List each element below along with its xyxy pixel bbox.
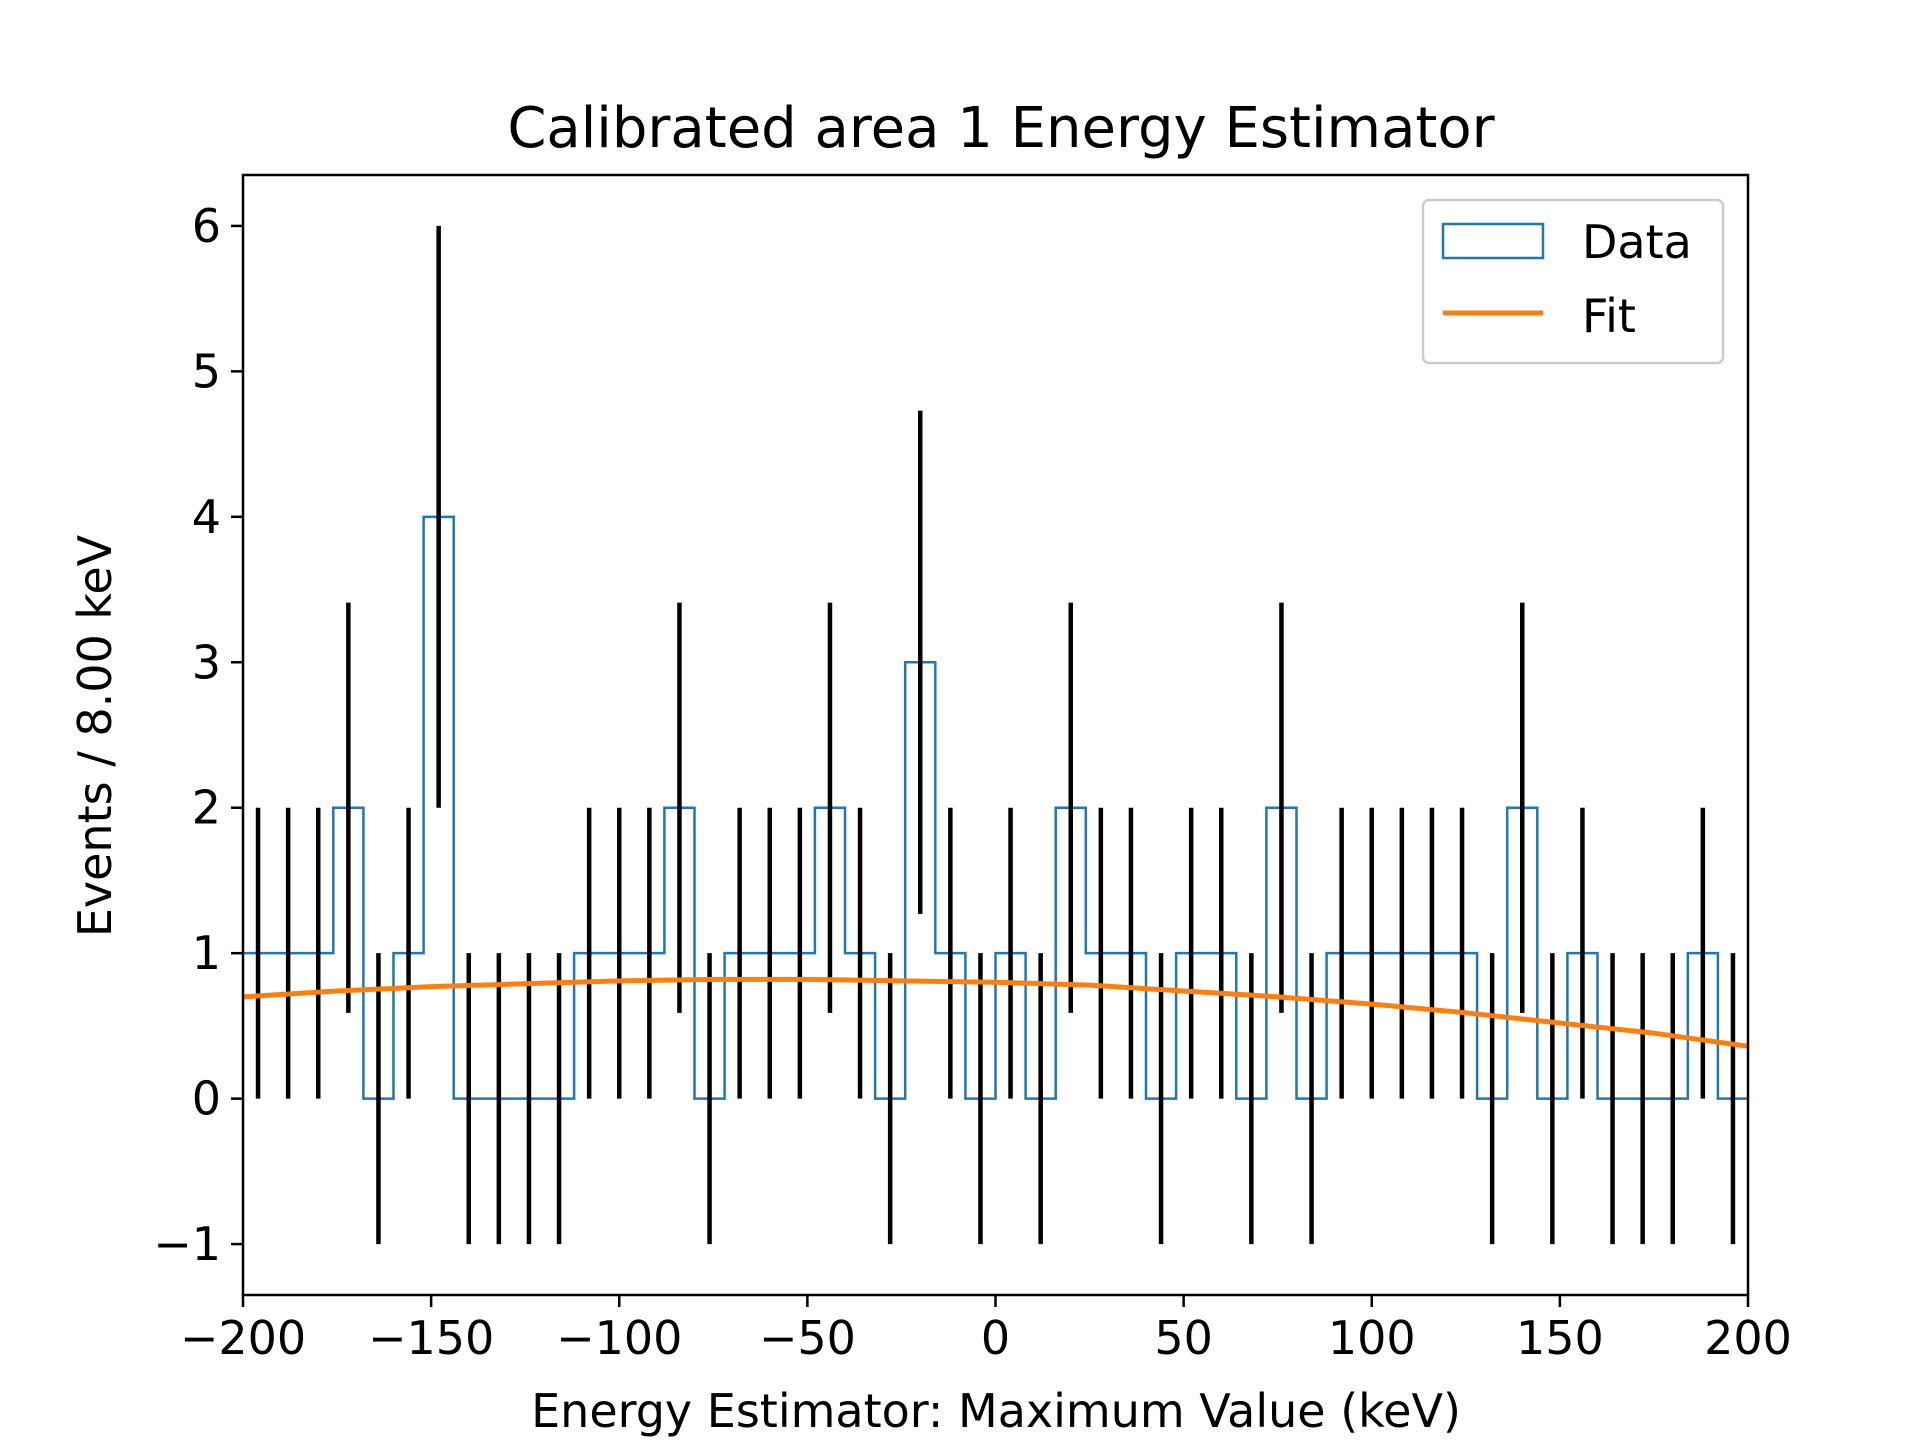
y-tick-label: 3	[192, 635, 221, 689]
plot-area: −200 −150 −100 −50 0 50 100 150 200 −1 0 1 2 3 4 5 6	[153, 173, 1792, 1365]
x-tick-label: −200	[180, 1311, 306, 1365]
y-tick-label: 2	[192, 781, 221, 835]
legend-frame	[1421, 198, 1725, 365]
data-histogram	[243, 515, 1748, 1100]
y-tick-label: 4	[192, 490, 221, 544]
legend-data-label: Data	[1582, 215, 1692, 269]
legend-fit-label: Fit	[1582, 289, 1636, 343]
y-tick-label: −1	[153, 1217, 221, 1271]
x-tick-label: 100	[1328, 1311, 1416, 1365]
y-tick-label: 0	[192, 1072, 221, 1126]
x-tick-label: 0	[981, 1311, 1010, 1365]
y-tick-label: 1	[192, 926, 221, 980]
y-tick-label: 6	[192, 199, 221, 253]
x-tick-label: 50	[1154, 1311, 1213, 1365]
x-tick-label: 200	[1704, 1311, 1792, 1365]
legend-data-swatch	[1441, 222, 1545, 260]
y-tick-label: 5	[192, 344, 221, 398]
chart-title: Calibrated area 1 Energy Estimator	[507, 96, 1495, 161]
x-axis-label: Energy Estimator: Maximum Value (keV)	[531, 1384, 1461, 1438]
fit-curve	[243, 976, 1748, 1049]
x-tick-label: −100	[556, 1311, 682, 1365]
y-axis-label: Events / 8.00 keV	[68, 534, 122, 937]
x-tick-label: −50	[759, 1311, 856, 1365]
legend: Data Fit	[1421, 198, 1725, 365]
x-tick-label: −150	[368, 1311, 494, 1365]
x-tick-label: 150	[1516, 1311, 1604, 1365]
